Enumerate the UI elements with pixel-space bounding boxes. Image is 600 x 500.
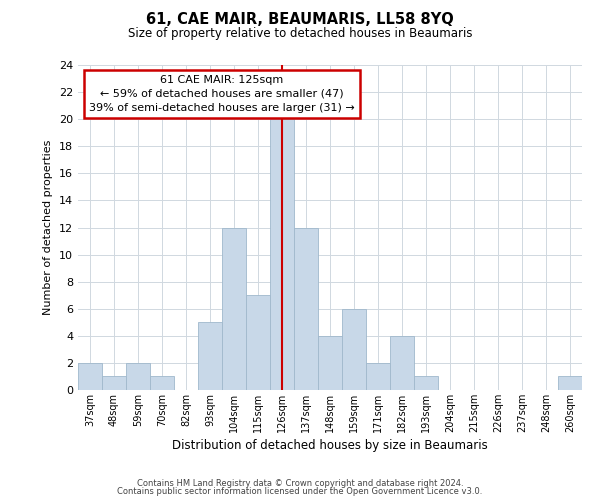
Y-axis label: Number of detached properties: Number of detached properties xyxy=(43,140,53,315)
Bar xyxy=(366,363,390,390)
Bar xyxy=(78,363,102,390)
Bar xyxy=(270,119,294,390)
Text: 61 CAE MAIR: 125sqm
← 59% of detached houses are smaller (47)
39% of semi-detach: 61 CAE MAIR: 125sqm ← 59% of detached ho… xyxy=(89,74,355,113)
Text: Size of property relative to detached houses in Beaumaris: Size of property relative to detached ho… xyxy=(128,28,472,40)
Bar xyxy=(342,308,366,390)
Bar xyxy=(390,336,414,390)
Text: 61, CAE MAIR, BEAUMARIS, LL58 8YQ: 61, CAE MAIR, BEAUMARIS, LL58 8YQ xyxy=(146,12,454,28)
Text: Contains HM Land Registry data © Crown copyright and database right 2024.: Contains HM Land Registry data © Crown c… xyxy=(137,478,463,488)
X-axis label: Distribution of detached houses by size in Beaumaris: Distribution of detached houses by size … xyxy=(172,439,488,452)
Text: Contains public sector information licensed under the Open Government Licence v3: Contains public sector information licen… xyxy=(118,487,482,496)
Bar xyxy=(318,336,342,390)
Bar xyxy=(558,376,582,390)
Bar xyxy=(126,363,150,390)
Bar xyxy=(222,228,246,390)
Bar xyxy=(102,376,126,390)
Bar xyxy=(150,376,174,390)
Bar xyxy=(414,376,438,390)
Bar xyxy=(246,295,270,390)
Bar xyxy=(198,322,222,390)
Bar xyxy=(294,228,318,390)
